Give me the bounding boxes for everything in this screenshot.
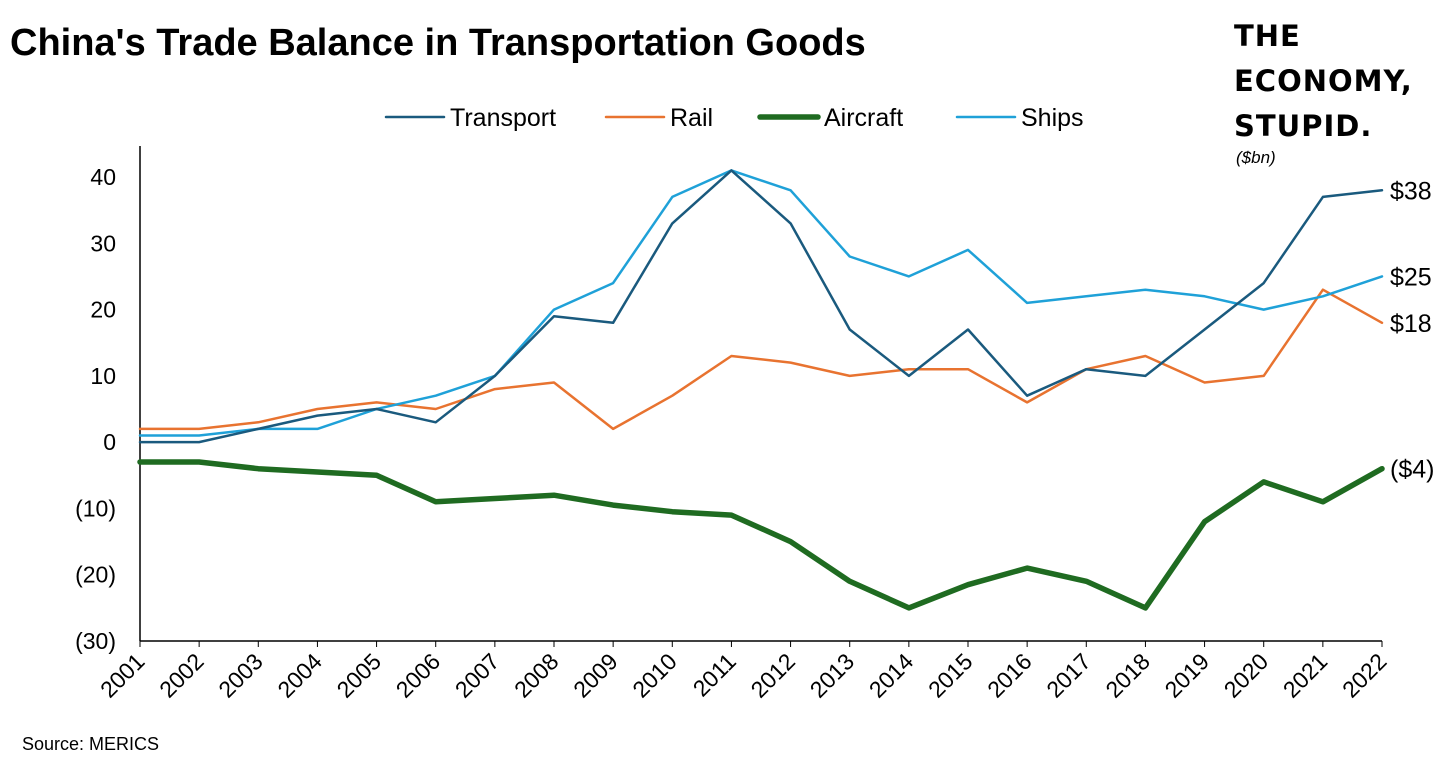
y-tick-label: (10)	[75, 495, 116, 521]
y-tick-label: 40	[90, 164, 116, 190]
chart-title: China's Trade Balance in Transportation …	[10, 22, 866, 64]
x-tick-label: 2001	[95, 648, 150, 703]
brand-line-2: ECONOMY,	[1234, 64, 1413, 98]
y-tick-label: 20	[90, 297, 116, 323]
y-tick-label: 10	[90, 363, 116, 389]
x-tick-label: 2020	[1219, 648, 1274, 703]
x-tick-label: 2004	[272, 648, 327, 703]
x-tick-label: 2012	[746, 648, 801, 703]
x-tick-label: 2003	[213, 648, 268, 703]
series-line-aircraft	[137, 459, 1385, 611]
x-tick-label: 2010	[627, 648, 682, 703]
series-line-rail	[138, 288, 1384, 431]
legend-label-rail: Rail	[670, 104, 713, 132]
series-line-ships	[138, 169, 1384, 437]
x-tick-label: 2021	[1278, 648, 1333, 703]
y-tick-label: (20)	[75, 562, 116, 588]
source-note: Source: MERICS	[22, 734, 160, 754]
x-tick-label: 2022	[1337, 648, 1392, 703]
x-tick-label: 2014	[864, 648, 919, 703]
brand-logo: THE ECONOMY, STUPID.	[1234, 14, 1413, 149]
x-tick-label: 2016	[982, 648, 1037, 703]
legend-label-ships: Ships	[1021, 104, 1084, 132]
series-line-transport	[138, 169, 1384, 444]
legend-label-transport: Transport	[450, 104, 556, 132]
unit-label: ($bn)	[1236, 148, 1276, 167]
end-label-rail: $18	[1390, 310, 1432, 338]
x-tick-label: 2017	[1041, 648, 1096, 703]
x-tick-label: 2008	[509, 648, 564, 703]
y-tick-label: 0	[103, 429, 116, 455]
brand-line-3: STUPID.	[1234, 109, 1373, 143]
x-tick-label: 2019	[1160, 648, 1215, 703]
x-tick-label: 2013	[805, 648, 860, 703]
end-label-ships: $25	[1390, 263, 1432, 291]
x-tick-label: 2006	[391, 648, 446, 703]
y-tick-label: (30)	[75, 628, 116, 654]
x-tick-label: 2007	[450, 648, 505, 703]
end-labels: $38 $25 $18 ($4)	[1390, 177, 1434, 483]
x-tick-label: 2002	[154, 648, 209, 703]
x-tick-label: 2011	[688, 648, 741, 701]
y-tick-label: 30	[90, 230, 116, 256]
x-tick-label: 2015	[923, 648, 978, 703]
brand-line-1: THE	[1234, 19, 1301, 53]
legend: Transport Rail Aircraft Ships	[384, 104, 1084, 132]
x-tick-label: 2018	[1100, 648, 1155, 703]
x-tick-label: 2005	[332, 648, 387, 703]
end-label-transport: $38	[1390, 177, 1432, 205]
legend-label-aircraft: Aircraft	[824, 104, 903, 132]
series-lines	[137, 169, 1385, 611]
end-label-aircraft: ($4)	[1390, 456, 1434, 484]
x-tick-label: 2009	[568, 648, 623, 703]
